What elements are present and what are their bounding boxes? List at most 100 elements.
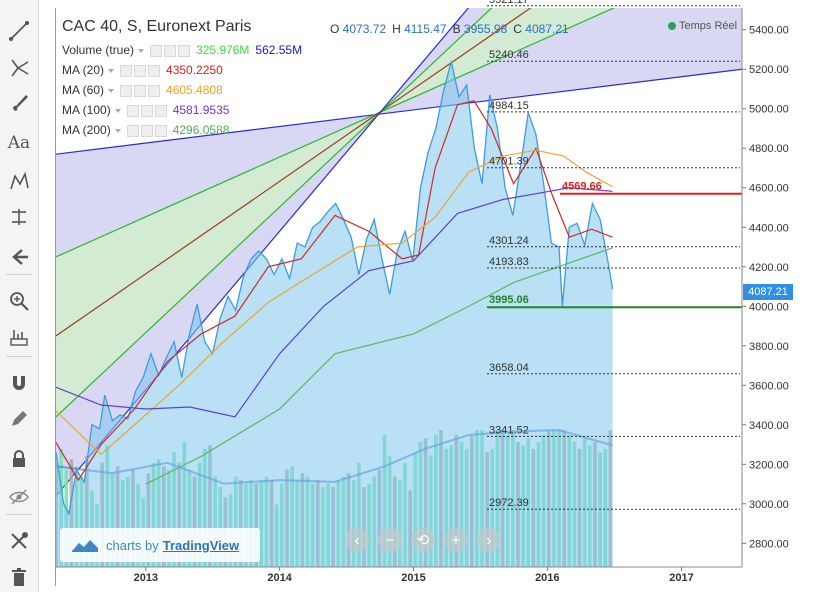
close-icon[interactable] xyxy=(154,124,167,137)
chevron-right-icon[interactable]: › xyxy=(477,528,501,552)
realtime-status: Temps Réel xyxy=(668,20,737,32)
close-icon[interactable] xyxy=(148,84,161,97)
fib-level-label: 5240.46 xyxy=(489,49,529,61)
brush-icon[interactable] xyxy=(4,88,34,118)
horizontal-line-label: 3995.06 xyxy=(489,294,529,306)
measure-icon-glyph xyxy=(12,209,26,225)
branding-link[interactable]: TradingView xyxy=(162,537,240,553)
reset-icon[interactable]: ⟲ xyxy=(411,528,435,552)
lock-icon[interactable] xyxy=(4,444,34,474)
back-arrow-icon-glyph xyxy=(12,249,28,265)
channel-line-1 xyxy=(56,68,742,155)
channel-line-4 xyxy=(56,8,493,418)
eye-icon[interactable] xyxy=(4,482,34,512)
chart-frame xyxy=(55,8,817,586)
ohlc-value: 3955.98 xyxy=(463,22,508,36)
close-icon[interactable] xyxy=(148,64,161,77)
brush-icon-glyph xyxy=(13,95,28,111)
magnet-icon[interactable] xyxy=(4,368,34,398)
x-tick-label: 2014 xyxy=(267,572,292,584)
chevron-down-icon[interactable] xyxy=(108,88,115,93)
settings-icon[interactable] xyxy=(140,104,153,117)
ruler-icon-glyph xyxy=(10,330,28,346)
fib-level-label: 2972.39 xyxy=(489,497,529,509)
ruler-icon[interactable] xyxy=(4,322,34,352)
trend-line-icon[interactable] xyxy=(4,16,34,46)
fib-level-label: 5521.17 xyxy=(489,0,529,6)
channel-band-top xyxy=(56,8,742,257)
indicator-value: 4605.4808 xyxy=(166,83,223,97)
indicator-row[interactable]: MA (60) 4605.4808 xyxy=(62,83,223,97)
tradingview-logo-icon xyxy=(72,540,98,552)
chevron-down-icon[interactable] xyxy=(138,48,145,53)
ohlc-value: 4087.21 xyxy=(525,22,569,36)
pitchfork-icon-glyph xyxy=(11,59,29,77)
measure-icon[interactable] xyxy=(4,202,34,232)
y-tick-label: 3600.00 xyxy=(749,380,789,392)
y-tick-label: 5200.00 xyxy=(749,64,789,76)
drawing-toolbar: Aa xyxy=(0,0,39,592)
fib-level-label: 4193.83 xyxy=(489,256,529,268)
horizontal-line-label: 4569.66 xyxy=(562,181,602,193)
price-area xyxy=(56,61,613,567)
indicator-row[interactable]: Volume (true) 325.976M 562.55M xyxy=(62,43,302,57)
back-arrow-icon[interactable] xyxy=(4,242,34,272)
indicator-value: 4296.0588 xyxy=(172,123,230,137)
indicator-label: MA (100) xyxy=(62,103,111,117)
settings-icon[interactable] xyxy=(140,124,153,137)
y-tick-label: 2800.00 xyxy=(749,538,789,550)
ohlc-key: O xyxy=(330,22,343,36)
eye-icon[interactable] xyxy=(126,124,139,137)
fib-level-label: 3341.52 xyxy=(489,424,529,436)
y-tick-label: 3200.00 xyxy=(749,459,789,471)
trash-icon[interactable] xyxy=(4,562,34,592)
pattern-icon[interactable] xyxy=(4,166,34,196)
fib-level-label: 4984.15 xyxy=(489,100,529,112)
pattern-icon-glyph xyxy=(10,171,29,190)
y-tick-label: 4200.00 xyxy=(749,262,789,274)
y-tick-label: 4800.00 xyxy=(749,143,789,155)
zoom-icon[interactable] xyxy=(4,286,34,316)
eye-icon[interactable] xyxy=(150,44,163,57)
y-tick-label: 4400.00 xyxy=(749,222,789,234)
indicator-row[interactable]: MA (20) 4350.2250 xyxy=(62,63,223,77)
chevron-down-icon[interactable] xyxy=(114,128,121,133)
y-tick-label: 3400.00 xyxy=(749,420,789,432)
close-icon[interactable] xyxy=(154,104,167,117)
y-tick-label: 3800.00 xyxy=(749,341,789,353)
indicator-row[interactable]: MA (100) 4581.9535 xyxy=(62,103,229,117)
text-tool-icon[interactable]: Aa xyxy=(4,128,34,158)
settings-icon[interactable] xyxy=(134,64,147,77)
settings-icon[interactable] xyxy=(134,84,147,97)
pitchfork-icon[interactable] xyxy=(4,52,34,82)
settings-tools-icon-glyph xyxy=(11,532,28,549)
zoom-out-icon[interactable]: − xyxy=(378,528,402,552)
x-tick-label: 2017 xyxy=(669,572,693,584)
chevron-left-icon[interactable]: ‹ xyxy=(345,528,369,552)
pencil-lock-icon-glyph xyxy=(12,411,27,426)
zoom-in-icon[interactable]: + xyxy=(444,528,468,552)
close-icon[interactable] xyxy=(178,44,191,57)
magnet-icon-glyph xyxy=(13,376,25,390)
channel-line-3 xyxy=(56,8,532,337)
branding-prefix: charts by xyxy=(106,537,159,553)
x-tick-label: 2013 xyxy=(134,572,158,584)
pencil-lock-icon[interactable] xyxy=(4,404,34,434)
chevron-down-icon[interactable] xyxy=(108,68,115,73)
zoom-icon-glyph xyxy=(10,292,29,311)
toolbar-separator xyxy=(6,356,32,357)
fib-level-label: 3658.04 xyxy=(489,362,529,374)
chevron-down-icon[interactable] xyxy=(114,108,121,113)
tradingview-branding[interactable]: charts by TradingView xyxy=(60,528,260,562)
ohlc-value: 4073.72 xyxy=(342,22,387,36)
eye-icon[interactable] xyxy=(120,64,133,77)
indicator-row[interactable]: MA (200) 4296.0588 xyxy=(62,123,229,137)
eye-icon[interactable] xyxy=(126,104,139,117)
status-label: Temps Réel xyxy=(679,20,738,32)
eye-icon[interactable] xyxy=(120,84,133,97)
settings-icon[interactable] xyxy=(164,44,177,57)
settings-tools-icon[interactable] xyxy=(4,526,34,556)
ma-60-line xyxy=(56,149,613,456)
ma-20-line xyxy=(56,100,613,482)
